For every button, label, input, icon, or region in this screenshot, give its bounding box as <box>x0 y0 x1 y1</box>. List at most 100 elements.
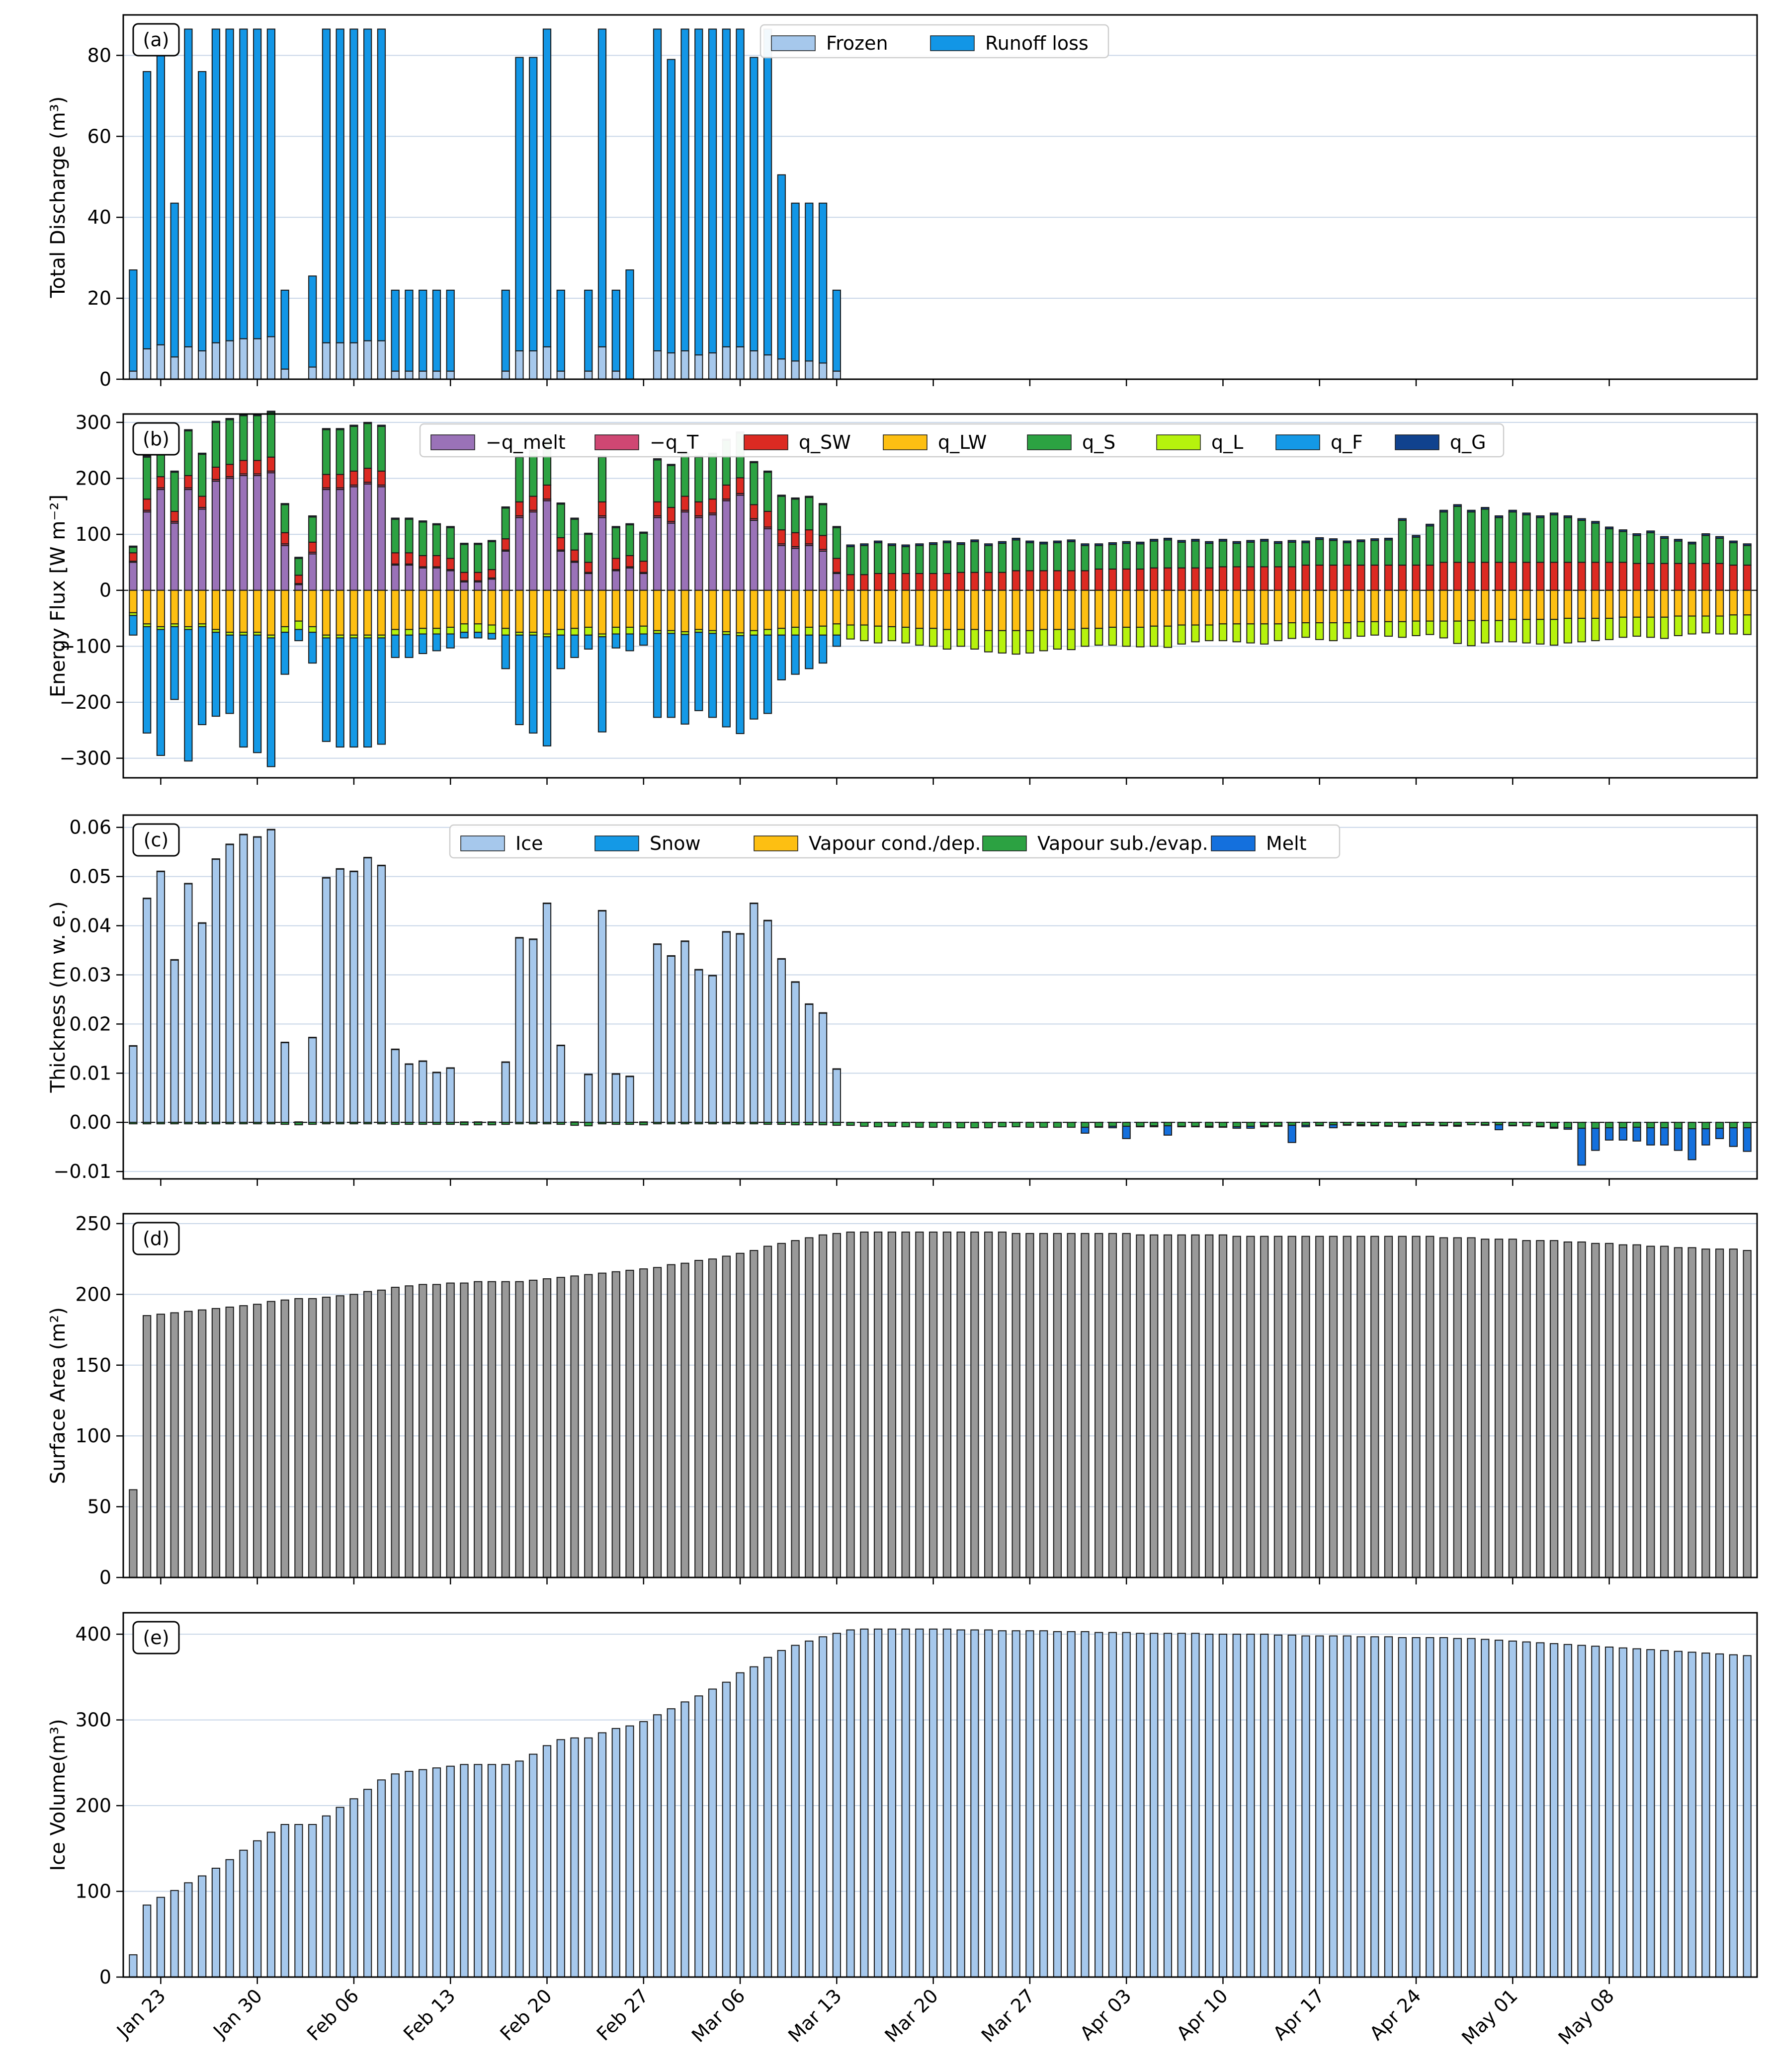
bar <box>184 475 193 489</box>
bar <box>1398 1126 1407 1128</box>
bar <box>1494 562 1504 591</box>
bar <box>1563 562 1572 591</box>
bar <box>1011 1233 1020 1578</box>
bar <box>515 1281 524 1578</box>
bar <box>349 486 358 591</box>
bar <box>1011 630 1020 655</box>
bar <box>308 515 317 518</box>
bar <box>1108 589 1117 628</box>
bar <box>639 1122 648 1126</box>
bar <box>1122 1122 1131 1127</box>
bar <box>349 1294 358 1578</box>
bar <box>211 1122 221 1125</box>
bar <box>391 289 400 372</box>
bar <box>1177 541 1186 569</box>
x-tick-label: May 08 <box>1554 1985 1618 2049</box>
bar <box>308 589 317 627</box>
bar <box>515 634 524 726</box>
bar <box>901 546 910 574</box>
bar <box>377 425 386 472</box>
bar <box>156 1314 166 1578</box>
bar <box>1701 533 1710 536</box>
y-tick-label: −0.01 <box>54 1160 111 1182</box>
bar <box>1646 1122 1655 1129</box>
bar <box>1177 540 1186 543</box>
bar <box>156 1122 166 1125</box>
bar <box>501 550 510 591</box>
bar <box>280 504 289 533</box>
bar <box>405 370 414 380</box>
legend-label: q_S <box>1082 431 1115 453</box>
bar <box>1095 1632 1103 1978</box>
bar <box>1729 1122 1738 1129</box>
bar <box>556 550 565 591</box>
y-tick-label: 100 <box>75 1425 111 1447</box>
bar <box>1122 543 1131 570</box>
bar <box>142 1905 152 1978</box>
bar <box>694 354 703 380</box>
bar <box>1536 515 1545 518</box>
bar <box>584 589 593 628</box>
bar <box>750 589 759 631</box>
bar <box>625 1122 634 1125</box>
bar <box>791 634 800 675</box>
bar <box>1150 625 1159 647</box>
bar <box>763 354 772 380</box>
bar <box>142 498 152 511</box>
bar <box>336 429 344 475</box>
bar <box>308 1037 317 1123</box>
bar <box>1660 536 1669 539</box>
bar <box>294 1298 303 1578</box>
bar <box>501 506 510 509</box>
bar <box>322 429 331 475</box>
bar <box>239 833 248 835</box>
bar <box>722 346 731 380</box>
x-tick-label: Jan 23 <box>112 1985 170 2043</box>
bar <box>1218 623 1228 642</box>
bar <box>142 626 152 734</box>
bar <box>336 1807 344 1978</box>
bar <box>750 504 759 519</box>
bar <box>570 1275 579 1578</box>
bar <box>1674 1247 1683 1578</box>
bar <box>1481 508 1490 563</box>
bar <box>777 358 786 380</box>
bar <box>584 289 593 372</box>
bar <box>667 522 675 591</box>
bar <box>791 627 800 636</box>
bar <box>266 1831 276 1978</box>
bar <box>1701 1128 1710 1146</box>
bar <box>1426 620 1434 635</box>
bar <box>529 589 538 633</box>
bar <box>1412 536 1421 566</box>
bar <box>1563 1122 1572 1129</box>
bar <box>184 589 193 627</box>
bar <box>1081 1631 1090 1978</box>
bar <box>1122 1126 1131 1139</box>
bar <box>501 628 510 636</box>
x-tick-label: Feb 27 <box>592 1985 653 2045</box>
bar <box>1287 1236 1296 1578</box>
bar <box>542 500 552 591</box>
bar <box>1287 589 1296 624</box>
bar <box>474 632 483 639</box>
bar <box>1604 618 1614 640</box>
bar <box>1467 620 1476 647</box>
bar <box>363 1122 372 1125</box>
bar <box>805 1003 814 1123</box>
x-tick-label: Apr 03 <box>1076 1985 1135 2044</box>
bar <box>998 543 1007 573</box>
bar <box>1604 1122 1614 1129</box>
bar <box>1356 589 1365 622</box>
y-tick-label: 100 <box>75 1881 111 1903</box>
bar <box>625 1269 634 1578</box>
bar <box>805 1640 814 1978</box>
bar <box>1494 589 1504 621</box>
bar <box>391 552 400 565</box>
bar <box>1095 628 1103 646</box>
bar <box>198 1122 207 1125</box>
bar <box>1715 1653 1724 1978</box>
bar <box>1577 562 1586 591</box>
bar <box>446 527 455 559</box>
legend-box <box>419 423 1505 458</box>
